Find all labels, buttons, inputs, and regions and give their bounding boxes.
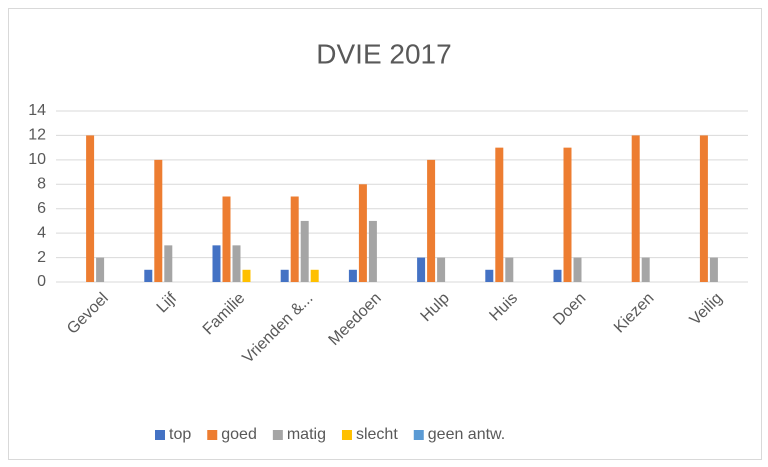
bar — [563, 147, 572, 282]
bar — [358, 184, 367, 282]
bar — [212, 245, 221, 282]
y-tick-label: 8 — [37, 176, 46, 193]
bar — [437, 257, 446, 282]
bar — [505, 257, 514, 282]
bar — [709, 257, 718, 282]
chart-border — [8, 8, 762, 460]
legend-swatch — [413, 430, 424, 440]
bar — [553, 269, 562, 282]
y-tick-label: 6 — [37, 200, 46, 217]
legend-label: slecht — [356, 426, 398, 443]
bar — [699, 135, 708, 282]
bar — [427, 159, 436, 282]
bar — [641, 257, 650, 282]
bar — [495, 147, 504, 282]
y-tick-label: 2 — [37, 249, 46, 266]
y-tick-label: 12 — [28, 127, 46, 144]
legend-label: matig — [287, 426, 326, 443]
bar — [144, 269, 153, 282]
bar — [417, 257, 426, 282]
bar — [348, 269, 357, 282]
legend-label: geen antw. — [428, 426, 505, 443]
legend-swatch — [207, 430, 218, 440]
bar — [290, 196, 299, 282]
bar — [573, 257, 582, 282]
y-tick-label: 10 — [28, 151, 46, 168]
bar — [280, 269, 289, 282]
bar — [96, 257, 105, 282]
bar — [242, 269, 251, 282]
bar — [631, 135, 640, 282]
legend-label: goed — [221, 426, 257, 443]
bar — [310, 269, 319, 282]
legend-swatch — [155, 430, 165, 440]
legend-swatch — [341, 430, 352, 440]
y-tick-label: 14 — [28, 102, 46, 119]
bar — [86, 135, 95, 282]
bar — [368, 220, 377, 282]
y-tick-label: 4 — [37, 224, 46, 241]
chart-title: DVIE 2017 — [316, 38, 451, 69]
bar — [222, 196, 231, 282]
bar — [164, 245, 173, 282]
legend-label: top — [169, 426, 191, 443]
legend-swatch — [272, 430, 283, 440]
bar — [485, 269, 494, 282]
bar — [232, 245, 241, 282]
y-tick-label: 0 — [37, 273, 46, 290]
bar — [300, 220, 309, 282]
bar — [154, 159, 163, 282]
